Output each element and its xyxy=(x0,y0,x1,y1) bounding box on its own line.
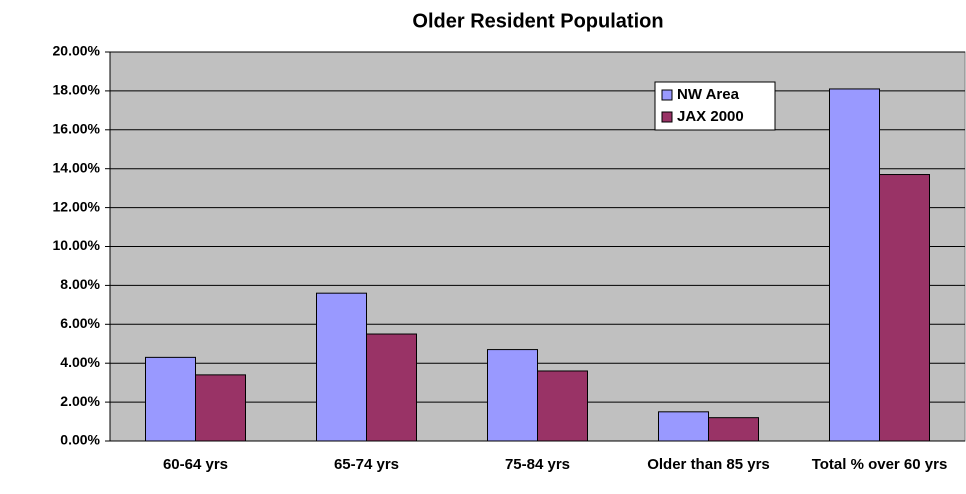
y-tick-label: 8.00% xyxy=(60,276,100,292)
bar xyxy=(537,370,588,442)
bar xyxy=(708,417,759,442)
x-tick-label: 65-74 yrs xyxy=(333,456,400,473)
x-tick-label: Total % over 60 yrs xyxy=(811,456,948,473)
legend-label: JAX 2000 xyxy=(677,108,744,125)
chart-title: Older Resident Population xyxy=(412,10,663,32)
legend-box xyxy=(654,81,776,131)
y-tick-label: 2.00% xyxy=(60,393,100,409)
x-tick-label: 60-64 yrs xyxy=(162,456,229,473)
bar xyxy=(316,292,367,442)
y-tick-label: 16.00% xyxy=(53,121,101,137)
bar xyxy=(195,374,246,442)
y-tick-label: 6.00% xyxy=(60,315,100,331)
y-tick-label: 4.00% xyxy=(60,354,100,370)
legend-swatch xyxy=(661,89,673,101)
y-tick-label: 20.00% xyxy=(53,43,101,59)
y-tick-label: 10.00% xyxy=(53,237,101,253)
x-tick-label: 75-84 yrs xyxy=(504,456,571,473)
bar xyxy=(487,349,538,442)
y-tick-label: 0.00% xyxy=(60,432,100,448)
y-tick-label: 12.00% xyxy=(53,198,101,214)
y-tick-label: 14.00% xyxy=(53,159,101,175)
bar xyxy=(658,411,709,442)
bar xyxy=(145,356,196,442)
legend-swatch xyxy=(661,111,673,123)
legend-label: NW Area xyxy=(677,86,740,103)
x-tick-label: Older than 85 yrs xyxy=(647,456,770,473)
bar xyxy=(829,88,880,442)
bar xyxy=(366,333,417,442)
y-tick-label: 18.00% xyxy=(53,82,101,98)
bar xyxy=(879,174,930,442)
